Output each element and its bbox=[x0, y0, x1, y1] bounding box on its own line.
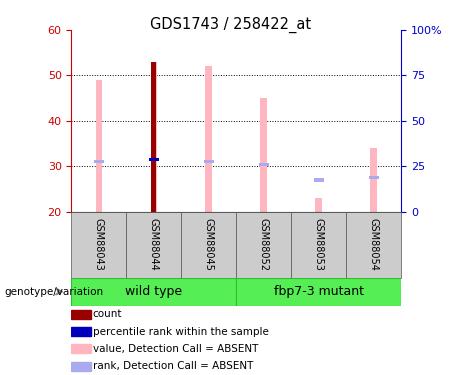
Text: GSM88052: GSM88052 bbox=[259, 218, 269, 271]
Bar bbox=[71, 362, 91, 371]
Bar bbox=[126, 212, 181, 278]
Bar bbox=[236, 278, 401, 306]
Bar bbox=[71, 278, 236, 306]
Bar bbox=[370, 148, 377, 212]
Bar bbox=[236, 212, 291, 278]
Text: percentile rank within the sample: percentile rank within the sample bbox=[93, 327, 269, 337]
Bar bbox=[314, 178, 324, 182]
Bar bbox=[346, 212, 401, 278]
Bar bbox=[315, 198, 322, 212]
Text: value, Detection Call = ABSENT: value, Detection Call = ABSENT bbox=[93, 344, 258, 354]
Text: GSM88045: GSM88045 bbox=[204, 218, 214, 271]
Text: genotype/variation: genotype/variation bbox=[5, 286, 104, 297]
Bar bbox=[151, 62, 157, 212]
Text: GDS1743 / 258422_at: GDS1743 / 258422_at bbox=[150, 17, 311, 33]
Bar bbox=[71, 212, 126, 278]
Bar bbox=[149, 158, 159, 161]
Bar bbox=[151, 62, 156, 212]
Text: GSM88054: GSM88054 bbox=[369, 218, 378, 271]
Bar bbox=[204, 160, 214, 164]
Text: GSM88043: GSM88043 bbox=[94, 218, 104, 271]
Text: GSM88044: GSM88044 bbox=[149, 218, 159, 271]
Text: count: count bbox=[93, 309, 122, 319]
Bar bbox=[95, 80, 102, 212]
Bar bbox=[181, 212, 236, 278]
Text: wild type: wild type bbox=[125, 285, 183, 298]
Bar bbox=[369, 176, 378, 179]
Bar bbox=[71, 345, 91, 354]
Text: fbp7-3 mutant: fbp7-3 mutant bbox=[274, 285, 364, 298]
Bar bbox=[71, 327, 91, 336]
Bar bbox=[71, 310, 91, 319]
Bar bbox=[291, 212, 346, 278]
Text: rank, Detection Call = ABSENT: rank, Detection Call = ABSENT bbox=[93, 362, 253, 371]
Text: GSM88053: GSM88053 bbox=[313, 218, 324, 271]
Bar bbox=[149, 158, 159, 161]
Bar bbox=[94, 160, 104, 164]
Bar bbox=[260, 98, 267, 212]
Bar bbox=[206, 66, 212, 212]
Bar bbox=[259, 162, 269, 166]
